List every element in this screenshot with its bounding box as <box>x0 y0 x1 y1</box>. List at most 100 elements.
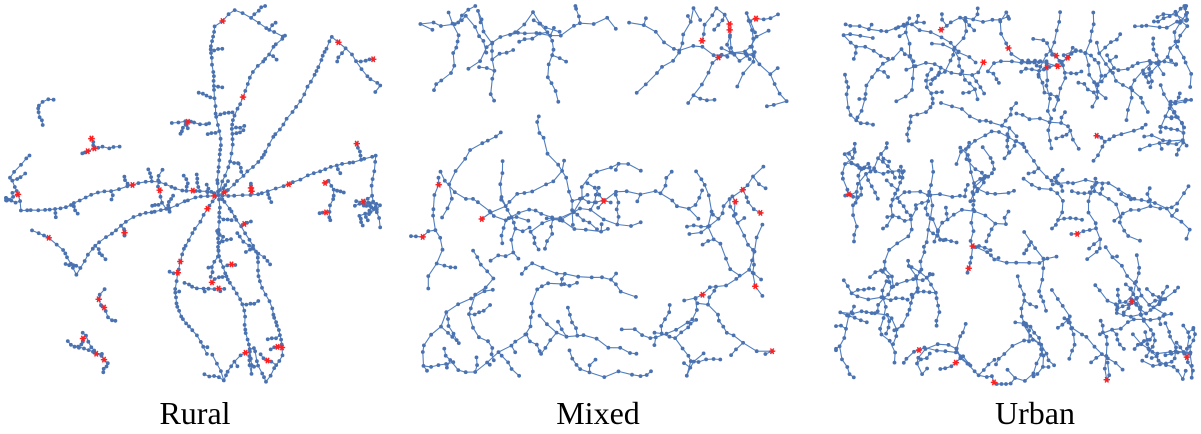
bus-node <box>514 215 519 219</box>
bus-node <box>866 297 871 302</box>
bus-node <box>100 253 104 258</box>
line-segment <box>547 64 550 78</box>
bus-node <box>1037 186 1042 191</box>
bus-node <box>904 67 909 72</box>
bus-node <box>1000 123 1004 128</box>
bus-node <box>930 203 935 208</box>
bus-node <box>1021 176 1026 181</box>
bus-node <box>1092 189 1097 194</box>
bus-node <box>638 192 643 197</box>
bus-node <box>217 275 221 280</box>
bus-node <box>375 81 380 85</box>
rural-network-panel <box>0 0 390 390</box>
bus-node <box>721 324 726 329</box>
line-segment <box>892 48 902 59</box>
bus-node <box>1139 198 1144 202</box>
bus-node <box>591 22 596 26</box>
bus-node <box>173 287 178 291</box>
bus-node <box>1063 110 1067 115</box>
bus-node <box>1158 130 1163 134</box>
bus-node <box>1082 82 1087 86</box>
bus-node <box>283 33 287 38</box>
bus-node <box>731 213 736 218</box>
red-star-icon <box>768 348 776 355</box>
star-stroke <box>981 59 986 66</box>
bus-node <box>1161 138 1165 143</box>
bus-node <box>897 200 902 204</box>
star-stroke <box>420 233 425 241</box>
bus-node <box>478 20 483 25</box>
bus-node <box>1021 322 1026 327</box>
bus-node <box>1154 354 1159 359</box>
bus-node <box>338 189 343 194</box>
bus-node <box>216 84 221 89</box>
bus-node <box>640 333 644 337</box>
bus-node <box>444 310 449 315</box>
bus-node <box>1038 64 1043 69</box>
bus-node <box>183 243 188 248</box>
bus-node <box>753 30 757 35</box>
bus-node <box>1183 4 1188 8</box>
bus-node <box>951 53 956 57</box>
line-segment <box>960 73 973 76</box>
bus-node <box>468 148 472 152</box>
bus-node <box>686 325 691 330</box>
star-stroke <box>46 234 51 241</box>
bus-node <box>455 39 460 44</box>
bus-node <box>1149 133 1154 138</box>
bus-node <box>887 280 892 284</box>
bus-node <box>1111 71 1115 75</box>
line-segment <box>1166 21 1178 29</box>
line-segment <box>1097 62 1102 77</box>
line-segment <box>974 210 986 217</box>
bus-node <box>570 320 574 325</box>
bus-node <box>99 303 103 308</box>
bus-node <box>849 291 854 296</box>
line-segment <box>1137 60 1150 64</box>
bus-node <box>549 81 554 85</box>
bus-node <box>511 220 516 225</box>
bus-node <box>138 212 142 217</box>
bus-node <box>522 37 527 42</box>
bus-node <box>852 141 857 146</box>
bus-node <box>847 372 852 376</box>
line-segment <box>1127 97 1133 111</box>
bus-node <box>969 220 974 225</box>
bus-node <box>334 163 339 168</box>
bus-node <box>534 342 539 347</box>
bus-node <box>1079 69 1084 74</box>
bus-node <box>858 121 863 126</box>
line-segment <box>846 94 849 108</box>
bus-node <box>1070 348 1074 353</box>
bus-node <box>272 366 277 370</box>
bus-node <box>515 192 520 196</box>
bus-node <box>89 345 94 350</box>
bus-node <box>1148 318 1153 322</box>
bus-node <box>1125 274 1129 278</box>
bus-node <box>131 215 136 219</box>
bus-node <box>1018 284 1022 288</box>
bus-node <box>686 206 691 211</box>
bus-node <box>331 197 336 202</box>
bus-node <box>491 276 496 281</box>
line-segment <box>590 209 605 220</box>
line-segment <box>1071 327 1083 335</box>
bus-node <box>949 71 954 75</box>
bus-node <box>239 169 244 174</box>
bus-node <box>71 265 75 270</box>
bus-node <box>660 65 664 69</box>
bus-node <box>217 241 222 245</box>
star-stroke <box>1104 376 1110 383</box>
bus-node <box>378 225 383 230</box>
bus-node <box>954 346 959 351</box>
line-segment <box>445 303 459 313</box>
bus-node <box>840 357 844 362</box>
bus-node <box>714 6 719 11</box>
bus-node <box>1032 330 1037 335</box>
line-segment <box>498 345 512 353</box>
line-segment <box>581 174 591 188</box>
bus-node <box>1044 59 1049 64</box>
bus-node <box>716 216 721 221</box>
bus-node <box>557 29 562 34</box>
bus-node <box>434 261 439 266</box>
